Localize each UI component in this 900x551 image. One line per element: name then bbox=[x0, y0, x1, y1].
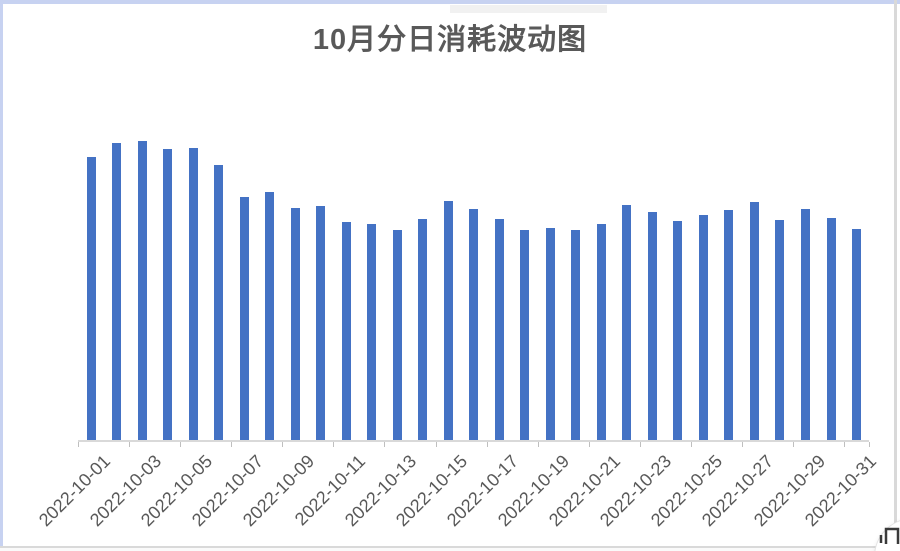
bar bbox=[290, 208, 300, 440]
x-axis-tick bbox=[792, 442, 794, 447]
bar bbox=[188, 148, 198, 440]
bar bbox=[418, 219, 428, 440]
x-axis-tick bbox=[78, 442, 80, 447]
bar bbox=[749, 202, 759, 440]
x-axis-tick bbox=[537, 442, 539, 447]
frame-border-bottom-pad bbox=[0, 548, 900, 551]
x-axis-tick bbox=[435, 442, 437, 447]
floating-widget-button[interactable] bbox=[874, 518, 900, 551]
x-axis-tick bbox=[129, 442, 131, 447]
chart-title: 10月分日消耗波动图 bbox=[312, 24, 588, 56]
bar bbox=[239, 197, 249, 440]
bar bbox=[367, 224, 377, 440]
bar bbox=[775, 220, 785, 440]
x-axis-tick bbox=[282, 442, 284, 447]
x-axis-line bbox=[78, 440, 870, 442]
bar bbox=[112, 143, 121, 440]
bar bbox=[647, 212, 657, 440]
x-axis-tick bbox=[639, 442, 641, 447]
x-axis-tick bbox=[741, 442, 743, 447]
frame-border-left bbox=[0, 0, 3, 551]
bar bbox=[673, 221, 683, 440]
bar bbox=[316, 206, 326, 440]
x-axis-tick bbox=[588, 442, 590, 447]
bar bbox=[698, 215, 708, 440]
bar bbox=[801, 209, 810, 440]
frame-border-right bbox=[894, 0, 897, 551]
top-artifact-strip bbox=[450, 5, 607, 13]
x-axis-tick bbox=[180, 442, 182, 447]
x-axis-tick bbox=[231, 442, 233, 447]
x-axis-tick bbox=[690, 442, 692, 447]
x-axis-tick bbox=[843, 442, 845, 447]
frame-border-top bbox=[0, 0, 900, 4]
bar bbox=[852, 229, 861, 440]
x-axis-tick bbox=[486, 442, 488, 447]
bar bbox=[622, 205, 632, 440]
bar bbox=[826, 218, 836, 440]
bar bbox=[545, 228, 555, 440]
x-axis-tick bbox=[869, 442, 871, 447]
bar bbox=[86, 157, 96, 440]
bar bbox=[163, 149, 173, 440]
bar bbox=[724, 210, 734, 440]
bar bbox=[469, 209, 479, 440]
frame-border-bottom bbox=[0, 546, 900, 548]
bar bbox=[571, 230, 581, 440]
bar bbox=[265, 192, 275, 440]
x-axis-tick bbox=[384, 442, 386, 447]
bar bbox=[214, 165, 224, 440]
bar bbox=[494, 219, 504, 440]
bar bbox=[596, 224, 606, 440]
bar bbox=[341, 222, 351, 440]
bar bbox=[520, 230, 530, 440]
bar bbox=[137, 141, 147, 440]
bar bbox=[443, 201, 453, 440]
x-axis-tick bbox=[333, 442, 335, 447]
bar bbox=[392, 230, 402, 440]
